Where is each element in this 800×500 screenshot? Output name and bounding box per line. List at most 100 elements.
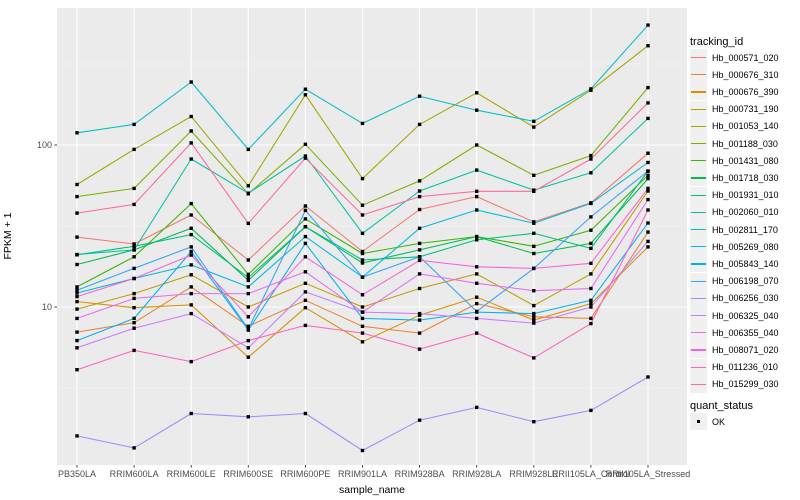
legend-line-icon: [691, 332, 706, 334]
data-point: [417, 226, 422, 230]
data-point: [475, 405, 479, 410]
data-point: [246, 324, 250, 328]
data-point: [589, 408, 593, 413]
x-tick-label: RRIM928LA: [452, 469, 502, 479]
data-point: [75, 182, 79, 187]
data-point: [132, 348, 136, 353]
data-point: [417, 207, 422, 212]
legend-item-label: Hb_008071_020: [712, 344, 779, 355]
data-point: [303, 323, 308, 328]
legend-item-Hb_001188_030: Hb_001188_030: [690, 135, 778, 153]
data-point: [532, 189, 536, 193]
legend-line-icon: [691, 91, 706, 93]
legend-item-Hb_000571_020: Hb_000571_020: [690, 49, 779, 67]
legend-item-Hb_001431_080: Hb_001431_080: [690, 152, 779, 170]
legend-item-label: Hb_001718_030: [712, 172, 779, 183]
data-point: [417, 258, 422, 263]
legend-item-Hb_002060_010: Hb_002060_010: [690, 203, 779, 221]
data-point: [646, 44, 650, 48]
data-point: [132, 306, 136, 310]
legend-line-icon: [691, 246, 706, 248]
data-point: [303, 93, 308, 97]
legend-line-icon: [691, 366, 706, 368]
data-point: [532, 420, 536, 424]
legend-item-label: Hb_006325_040: [712, 310, 779, 321]
legend-key-swatch: [690, 186, 707, 204]
data-point: [360, 261, 365, 265]
legend-title-quant-status: quant_status: [690, 400, 753, 412]
data-point: [475, 272, 479, 276]
data-point: [246, 415, 250, 419]
data-point: [75, 252, 79, 257]
data-point: [475, 168, 479, 172]
data-point: [75, 235, 79, 239]
data-point: [646, 176, 650, 181]
data-point: [532, 315, 536, 319]
legend-key-swatch: [690, 255, 707, 273]
data-point: [417, 286, 422, 291]
data-point: [646, 221, 650, 225]
data-point: [303, 281, 308, 285]
data-point: [646, 375, 650, 379]
legend-line-icon: [691, 383, 706, 385]
data-point: [646, 230, 650, 234]
data-point: [246, 184, 250, 188]
x-tick-label: RRIM600LA: [109, 469, 159, 479]
legend-item-label: Hb_006256_030: [712, 293, 779, 304]
data-point: [189, 311, 193, 316]
legend-item-label: Hb_000676_390: [712, 86, 779, 97]
legend-key-swatch: [690, 375, 707, 393]
data-point: [246, 147, 250, 152]
legend-item-label: Hb_005843_140: [712, 258, 779, 269]
data-point: [360, 310, 365, 314]
data-point: [132, 122, 136, 127]
data-point: [532, 119, 536, 123]
data-point: [532, 289, 536, 293]
data-point: [189, 263, 193, 267]
data-point: [189, 273, 193, 277]
data-point: [189, 213, 193, 217]
data-point: [246, 346, 250, 350]
data-point: [417, 248, 422, 252]
legend-item-label: Hb_000676_310: [712, 69, 779, 80]
data-point: [417, 318, 422, 322]
data-point: [589, 272, 593, 276]
data-point: [303, 411, 308, 416]
data-point: [246, 191, 250, 195]
legend-item-label: Hb_005269_080: [712, 241, 779, 252]
data-point: [532, 244, 536, 248]
legend-line-icon: [691, 143, 706, 145]
data-point: [132, 326, 136, 330]
legend-item-Hb_006198_070: Hb_006198_070: [690, 272, 779, 290]
data-point: [75, 131, 79, 135]
data-point: [75, 288, 79, 292]
data-point: [189, 201, 193, 206]
legend-line-icon: [691, 74, 706, 76]
data-point: [417, 418, 422, 422]
legend-key-swatch: [690, 238, 707, 256]
plot-panel: [57, 8, 687, 465]
legend-item-Hb_000676_390: Hb_000676_390: [690, 83, 779, 101]
data-point: [589, 261, 593, 265]
data-point: [132, 248, 136, 252]
data-point: [132, 147, 136, 152]
legend-item-Hb_011236_010: Hb_011236_010: [690, 358, 778, 376]
data-point: [646, 23, 650, 27]
data-point: [303, 290, 308, 294]
data-point: [303, 154, 308, 158]
data-point: [75, 211, 79, 215]
data-point: [246, 355, 250, 359]
legend-item-label: Hb_001931_010: [712, 190, 779, 201]
legend-line-icon: [691, 229, 706, 231]
data-point: [475, 189, 479, 193]
legend-item-label: Hb_001053_140: [712, 121, 779, 132]
data-point: [475, 309, 479, 314]
data-point: [303, 298, 308, 302]
legend-key-swatch: [690, 358, 707, 376]
data-point: [246, 291, 250, 296]
data-point: [646, 208, 650, 212]
y-tick-label: 10: [41, 301, 52, 312]
data-point: [303, 234, 308, 239]
legend-key-swatch: [690, 152, 707, 170]
data-point: [303, 306, 308, 310]
